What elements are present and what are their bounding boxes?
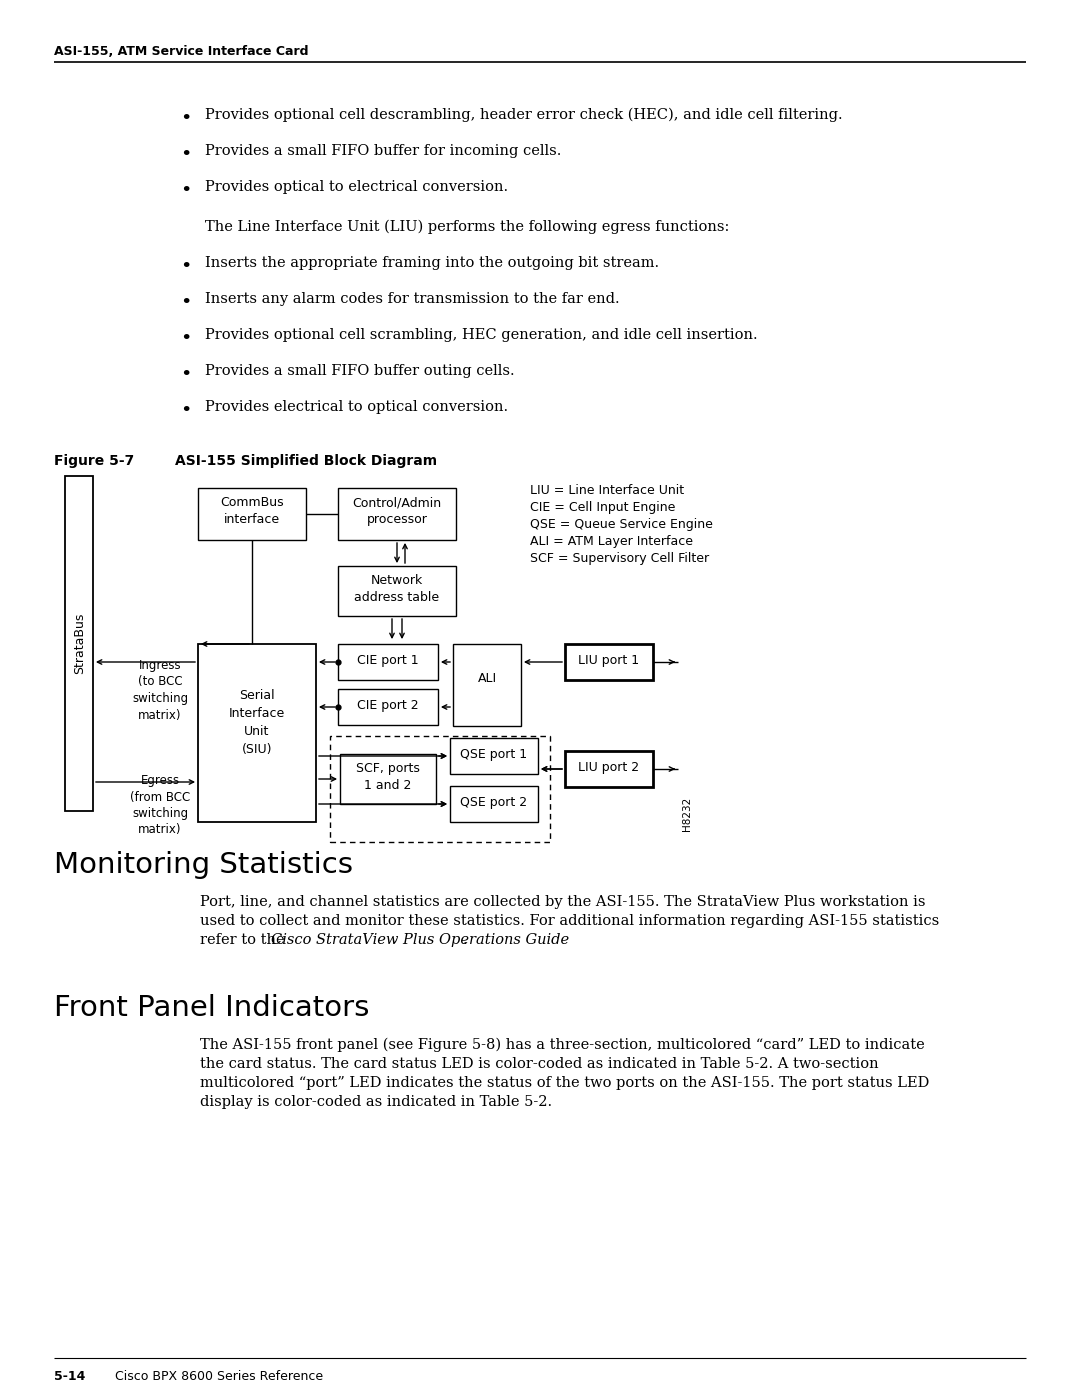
Text: Egress
(from BCC
switching
matrix): Egress (from BCC switching matrix)	[130, 774, 190, 837]
Text: Network
address table: Network address table	[354, 574, 440, 604]
Text: •: •	[180, 366, 191, 384]
Text: .: .	[462, 933, 468, 947]
Text: •: •	[180, 293, 191, 312]
Text: LIU = Line Interface Unit: LIU = Line Interface Unit	[530, 483, 684, 497]
Bar	[565, 644, 653, 680]
Text: CIE port 1: CIE port 1	[357, 654, 419, 666]
Bar	[450, 738, 538, 774]
Text: CommBus
interface: CommBus interface	[220, 496, 284, 527]
Text: LIU port 1: LIU port 1	[579, 654, 639, 666]
Text: ASI-155 Simplified Block Diagram: ASI-155 Simplified Block Diagram	[175, 454, 437, 468]
Bar	[198, 488, 306, 541]
Bar	[338, 689, 438, 725]
Text: Front Panel Indicators: Front Panel Indicators	[54, 995, 369, 1023]
Bar	[453, 644, 521, 726]
Text: Control/Admin
processor: Control/Admin processor	[352, 496, 442, 527]
Bar	[65, 476, 93, 812]
Text: Inserts the appropriate framing into the outgoing bit stream.: Inserts the appropriate framing into the…	[205, 256, 659, 270]
Text: Serial
Interface
Unit
(SIU): Serial Interface Unit (SIU)	[229, 689, 285, 756]
Text: CIE port 2: CIE port 2	[357, 698, 419, 712]
Bar	[338, 566, 456, 616]
Text: QSE port 1: QSE port 1	[460, 747, 527, 761]
Text: •: •	[180, 110, 191, 129]
Text: Provides optional cell scrambling, HEC generation, and idle cell insertion.: Provides optional cell scrambling, HEC g…	[205, 328, 758, 342]
Text: Cisco BPX 8600 Series Reference: Cisco BPX 8600 Series Reference	[114, 1370, 323, 1383]
Bar	[565, 752, 653, 787]
Bar	[338, 644, 438, 680]
Text: H8232: H8232	[681, 798, 692, 831]
Text: Provides a small FIFO buffer outing cells.: Provides a small FIFO buffer outing cell…	[205, 365, 515, 379]
Bar	[450, 787, 538, 821]
Text: multicolored “port” LED indicates the status of the two ports on the ASI-155. Th: multicolored “port” LED indicates the st…	[200, 1076, 930, 1090]
Bar	[340, 754, 436, 805]
Text: Cisco StrataView Plus Operations Guide: Cisco StrataView Plus Operations Guide	[271, 933, 569, 947]
Text: •: •	[180, 402, 191, 420]
Text: QSE = Queue Service Engine: QSE = Queue Service Engine	[530, 518, 713, 531]
Text: •: •	[180, 330, 191, 348]
Text: LIU port 2: LIU port 2	[579, 761, 639, 774]
Text: StrataBus: StrataBus	[73, 612, 86, 673]
Bar	[198, 644, 316, 821]
Text: ASI-155, ATM Service Interface Card: ASI-155, ATM Service Interface Card	[54, 45, 309, 59]
Text: SCF = Supervisory Cell Filter: SCF = Supervisory Cell Filter	[530, 552, 710, 564]
Text: •: •	[180, 147, 191, 163]
Text: The Line Interface Unit (LIU) performs the following egress functions:: The Line Interface Unit (LIU) performs t…	[205, 219, 729, 235]
Text: ALI: ALI	[477, 672, 497, 686]
Text: Provides electrical to optical conversion.: Provides electrical to optical conversio…	[205, 400, 508, 414]
Text: Port, line, and channel statistics are collected by the ASI-155. The StrataView : Port, line, and channel statistics are c…	[200, 895, 926, 909]
Text: •: •	[180, 182, 191, 200]
Text: SCF, ports
1 and 2: SCF, ports 1 and 2	[356, 761, 420, 792]
Text: Monitoring Statistics: Monitoring Statistics	[54, 851, 353, 879]
Text: ALI = ATM Layer Interface: ALI = ATM Layer Interface	[530, 535, 693, 548]
Bar	[338, 488, 456, 541]
Text: Inserts any alarm codes for transmission to the far end.: Inserts any alarm codes for transmission…	[205, 292, 620, 306]
Text: Provides a small FIFO buffer for incoming cells.: Provides a small FIFO buffer for incomin…	[205, 144, 562, 158]
Text: 5-14: 5-14	[54, 1370, 85, 1383]
Text: display is color-coded as indicated in Table 5-2.: display is color-coded as indicated in T…	[200, 1095, 552, 1109]
Text: •: •	[180, 258, 191, 277]
Text: Figure 5-7: Figure 5-7	[54, 454, 134, 468]
Text: CIE = Cell Input Engine: CIE = Cell Input Engine	[530, 502, 675, 514]
Text: the card status. The card status LED is color-coded as indicated in Table 5-2. A: the card status. The card status LED is …	[200, 1058, 879, 1071]
Text: used to collect and monitor these statistics. For additional information regardi: used to collect and monitor these statis…	[200, 914, 940, 928]
Text: Provides optional cell descrambling, header error check (HEC), and idle cell fil: Provides optional cell descrambling, hea…	[205, 108, 842, 123]
Text: Ingress
(to BCC
switching
matrix): Ingress (to BCC switching matrix)	[132, 659, 188, 721]
Text: refer to the: refer to the	[200, 933, 289, 947]
Text: The ASI-155 front panel (see Figure 5-8) has a three-section, multicolored “card: The ASI-155 front panel (see Figure 5-8)…	[200, 1038, 924, 1052]
Text: Provides optical to electrical conversion.: Provides optical to electrical conversio…	[205, 180, 508, 194]
Bar	[330, 736, 550, 842]
Text: QSE port 2: QSE port 2	[460, 796, 527, 809]
